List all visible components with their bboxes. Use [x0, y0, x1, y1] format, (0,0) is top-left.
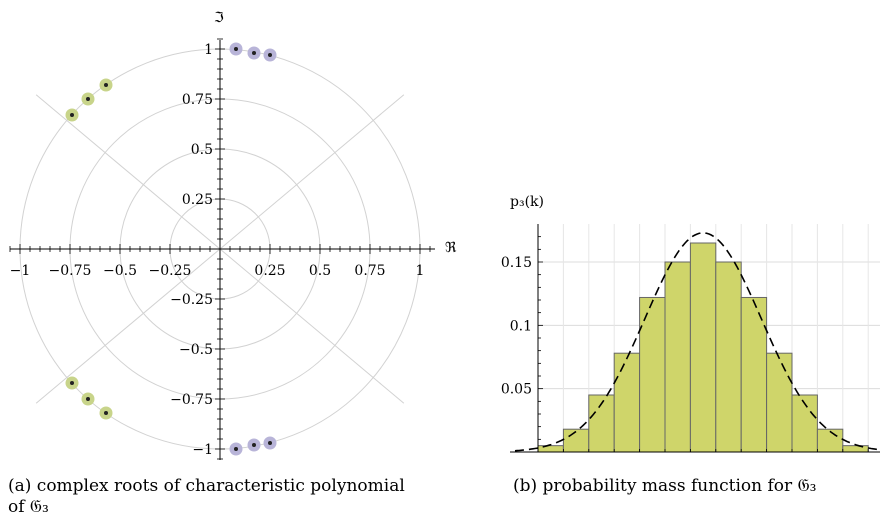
bar: [537, 445, 564, 453]
y-axis-label: ℑ: [214, 10, 224, 26]
x-tick-label: −0.5: [103, 263, 137, 279]
root-points: [65, 42, 277, 456]
y-tick-label: −0.25: [170, 292, 213, 308]
bar: [639, 296, 666, 453]
axes: [9, 38, 435, 460]
root-point: [65, 108, 79, 122]
caption-b-line: (b) probability mass function for 𝔊₃: [513, 476, 817, 496]
root-point: [81, 92, 95, 106]
root-point: [263, 436, 277, 450]
bar: [689, 242, 717, 453]
bar: [715, 261, 742, 453]
roots-plot: −1 −0.75 −0.5 −0.25 0.25 0.5 0.75 1 1 0.75 0.5 0.2…: [9, 10, 457, 460]
caption-a-line2: of 𝔊₃: [8, 497, 49, 517]
root-dot: [70, 381, 74, 385]
y-tick-label: −0.5: [179, 342, 213, 358]
bars: [537, 242, 869, 453]
y-axis-ticks: 1 0.75 0.5 0.25 −0.25 −0.5 −0.75 −1: [170, 42, 213, 458]
bar: [562, 428, 590, 453]
caption-a-line1: (a) complex roots of characteristic poly…: [8, 476, 405, 496]
y-tick-label: 0.25: [182, 192, 213, 208]
root-dot: [70, 113, 74, 117]
root-point: [99, 78, 113, 92]
bar: [740, 296, 768, 453]
root-point: [247, 438, 261, 452]
root-dot: [104, 83, 108, 87]
x-tick-label: 0.5: [309, 263, 331, 279]
root-dot: [252, 51, 256, 55]
y-axis-label: p₃(k): [510, 194, 544, 210]
root-dot: [252, 443, 256, 447]
root-point: [65, 376, 79, 390]
root-point: [99, 406, 113, 420]
grid-spoke: [219, 94, 405, 250]
pmf-plot: 0.05 0.1 0.15 p₃(k): [501, 194, 880, 453]
y-tick-label: 0.5: [191, 142, 213, 158]
root-point: [229, 42, 243, 56]
x-axis-ticks: −1 −0.75 −0.5 −0.25 0.25 0.5 0.75 1: [10, 263, 425, 279]
x-tick-label: 0.75: [354, 263, 385, 279]
root-dot: [234, 447, 238, 451]
x-tick-label: −0.75: [49, 263, 92, 279]
root-dot: [268, 53, 272, 57]
bar: [842, 445, 869, 453]
bar: [766, 352, 793, 453]
y-axis-ticks: 0.05 0.1 0.15: [501, 255, 532, 398]
y-tick-label: −1: [192, 442, 213, 458]
root-point: [263, 48, 277, 62]
y-tick-label: 0.75: [182, 92, 213, 108]
x-tick-label: 0.25: [254, 263, 285, 279]
y-tick-label: 0.15: [501, 255, 532, 271]
y-tick-label: −0.75: [170, 392, 213, 408]
grid-spoke: [219, 248, 405, 404]
grid-spoke: [35, 248, 221, 404]
y-tick-label: 0.1: [510, 318, 532, 334]
y-tick-label: 1: [204, 42, 213, 58]
root-point: [247, 46, 261, 60]
bar: [664, 261, 691, 453]
root-point: [229, 442, 243, 456]
grid-spoke: [35, 94, 221, 250]
root-dot: [104, 411, 108, 415]
x-tick-label: 1: [416, 263, 425, 279]
caption-a: (a) complex roots of characteristic poly…: [8, 476, 478, 518]
y-tick-label: 0.05: [501, 382, 532, 398]
density-curve: [514, 232, 880, 452]
root-dot: [86, 397, 90, 401]
x-tick-label: −1: [10, 263, 31, 279]
x-tick-label: −0.25: [149, 263, 192, 279]
root-dot: [86, 97, 90, 101]
axes: [510, 224, 880, 453]
bar: [613, 352, 641, 453]
root-dot: [234, 47, 238, 51]
caption-b: (b) probability mass function for 𝔊₃: [513, 476, 883, 497]
root-point: [81, 392, 95, 406]
x-axis-label: ℜ: [445, 240, 457, 256]
root-dot: [268, 441, 272, 445]
bar: [816, 428, 844, 453]
